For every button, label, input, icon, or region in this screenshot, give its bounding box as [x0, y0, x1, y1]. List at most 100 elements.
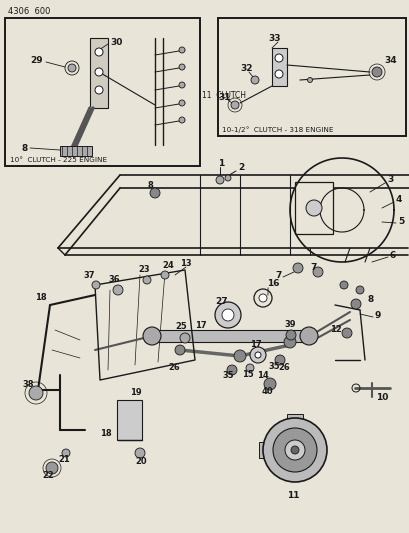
- Circle shape: [299, 327, 317, 345]
- Text: 32: 32: [239, 63, 252, 72]
- Text: 24: 24: [162, 261, 173, 270]
- Text: 34: 34: [383, 55, 396, 64]
- Circle shape: [283, 336, 295, 348]
- Circle shape: [284, 440, 304, 460]
- Text: 40: 40: [261, 387, 273, 397]
- Text: 27: 27: [214, 297, 227, 306]
- Circle shape: [179, 47, 184, 53]
- Circle shape: [274, 54, 282, 62]
- Text: 20: 20: [135, 457, 146, 466]
- Circle shape: [214, 302, 240, 328]
- Text: 33: 33: [267, 34, 280, 43]
- Bar: [286, 414, 302, 422]
- Circle shape: [274, 70, 282, 78]
- Circle shape: [274, 355, 284, 365]
- Text: 5: 5: [397, 217, 403, 227]
- Circle shape: [143, 327, 161, 345]
- Text: 17: 17: [249, 341, 261, 350]
- Circle shape: [312, 267, 322, 277]
- Bar: [60, 146, 92, 156]
- Circle shape: [135, 448, 145, 458]
- Circle shape: [263, 378, 275, 390]
- Text: 3: 3: [386, 175, 392, 184]
- Text: 11  CLUTCH: 11 CLUTCH: [202, 91, 245, 100]
- Text: 15: 15: [241, 370, 253, 379]
- Circle shape: [143, 276, 151, 284]
- Text: 13: 13: [180, 259, 191, 268]
- Circle shape: [150, 188, 160, 198]
- Text: 30: 30: [110, 37, 122, 46]
- Text: 26: 26: [277, 364, 289, 373]
- Text: 21: 21: [58, 456, 70, 464]
- Circle shape: [29, 386, 43, 400]
- Circle shape: [227, 365, 236, 375]
- Text: 7: 7: [309, 262, 316, 271]
- Text: 16: 16: [266, 279, 279, 288]
- Text: 7: 7: [274, 271, 281, 280]
- Text: 10-1/2°  CLUTCH - 318 ENGINE: 10-1/2° CLUTCH - 318 ENGINE: [221, 127, 333, 133]
- Text: 8: 8: [367, 295, 373, 304]
- Circle shape: [305, 200, 321, 216]
- Circle shape: [254, 352, 261, 358]
- Circle shape: [339, 281, 347, 289]
- Text: 18: 18: [35, 294, 47, 303]
- Bar: [148, 330, 312, 342]
- Circle shape: [285, 330, 295, 340]
- Text: 4: 4: [395, 196, 401, 205]
- Text: 39: 39: [283, 320, 295, 329]
- Text: 6: 6: [389, 251, 395, 260]
- Text: 9: 9: [374, 311, 380, 319]
- Bar: [117, 400, 142, 440]
- Circle shape: [95, 86, 103, 94]
- Text: 31: 31: [218, 93, 230, 101]
- Circle shape: [179, 100, 184, 106]
- Text: 4306  600: 4306 600: [8, 6, 50, 15]
- Text: 29: 29: [30, 55, 43, 64]
- Circle shape: [180, 333, 189, 343]
- Circle shape: [355, 286, 363, 294]
- Circle shape: [272, 428, 316, 472]
- Circle shape: [258, 294, 266, 302]
- Text: 2: 2: [237, 164, 244, 173]
- Circle shape: [62, 449, 70, 457]
- Circle shape: [46, 462, 58, 474]
- Circle shape: [371, 67, 381, 77]
- Circle shape: [95, 48, 103, 56]
- Circle shape: [230, 101, 238, 109]
- Text: 8: 8: [22, 143, 28, 152]
- Circle shape: [179, 117, 184, 123]
- Text: 10: 10: [375, 393, 387, 402]
- Text: 35: 35: [221, 372, 233, 381]
- Circle shape: [350, 299, 360, 309]
- Circle shape: [245, 364, 254, 372]
- Circle shape: [221, 309, 234, 321]
- Circle shape: [262, 418, 326, 482]
- Bar: [271, 48, 286, 86]
- Circle shape: [179, 82, 184, 88]
- Circle shape: [249, 347, 265, 363]
- Text: 12: 12: [329, 326, 341, 335]
- Text: 37: 37: [83, 271, 94, 280]
- Bar: [5, 18, 200, 166]
- Text: 19: 19: [130, 389, 141, 398]
- Bar: [294, 182, 332, 234]
- Circle shape: [341, 328, 351, 338]
- Circle shape: [113, 285, 123, 295]
- Text: 26: 26: [168, 364, 179, 373]
- Circle shape: [290, 446, 298, 454]
- Text: 35: 35: [267, 362, 279, 372]
- Text: 36: 36: [108, 276, 119, 285]
- Text: 38: 38: [22, 381, 34, 390]
- Circle shape: [95, 68, 103, 76]
- Text: 11: 11: [286, 491, 299, 500]
- Circle shape: [92, 281, 100, 289]
- Text: 1: 1: [218, 158, 224, 167]
- Bar: [258, 442, 266, 458]
- Circle shape: [250, 76, 258, 84]
- Text: 14: 14: [256, 372, 268, 381]
- Circle shape: [175, 345, 184, 355]
- Circle shape: [179, 64, 184, 70]
- Circle shape: [225, 175, 230, 181]
- Text: 25: 25: [175, 322, 186, 332]
- Bar: [90, 38, 108, 108]
